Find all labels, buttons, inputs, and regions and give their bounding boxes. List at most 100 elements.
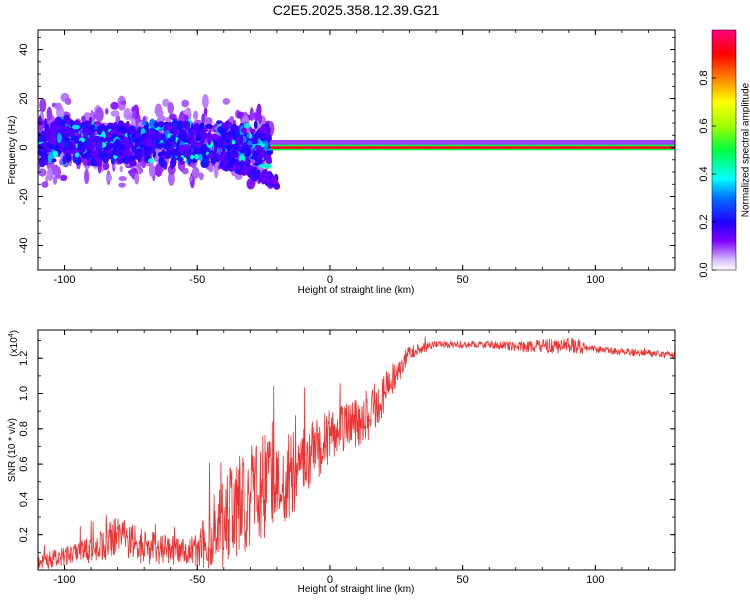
spectrogram-cell <box>38 168 47 177</box>
chart-title: C2E5.2025.358.12.39.G21 <box>273 2 440 18</box>
spectrogram-cell <box>83 140 87 147</box>
spectrogram-cell <box>213 141 219 148</box>
spectrogram-cell <box>105 174 112 182</box>
spectrogram-cell <box>115 152 123 157</box>
colorbar: 0.0 0.2 0.4 0.6 0.8 Normalized spectral ampl… <box>698 29 750 278</box>
spectrogram-cell <box>142 120 147 126</box>
spectrogram-cell <box>257 169 261 174</box>
spectrogram-cell <box>55 116 62 124</box>
spectrogram-cell <box>170 159 177 168</box>
spectrogram-cell <box>157 133 161 140</box>
spectrogram-cell <box>86 158 92 167</box>
spectrogram-cell <box>64 117 72 122</box>
spectrogram-cell <box>86 139 90 145</box>
spectrogram-cell <box>64 97 72 105</box>
spectrogram-cell <box>48 153 52 164</box>
spectrogram-cell <box>127 128 131 139</box>
spectrogram-cell <box>192 146 200 151</box>
spectrogram-cell <box>94 107 104 122</box>
spectrogram-cell <box>110 134 116 139</box>
snr-ytick-label: 1.2 <box>18 351 30 366</box>
spectrogram-cell <box>193 110 199 121</box>
spectrogram-cell <box>86 128 93 136</box>
snr-y-label: SNR (10 * v/v) <box>7 418 18 482</box>
spectrogram-cell <box>141 137 148 146</box>
spectrogram-ytick-label: -20 <box>18 189 30 205</box>
spectrogram-cell <box>237 138 243 145</box>
spectrogram-cell <box>207 134 212 146</box>
spectrogram-cell <box>201 113 205 124</box>
spectrogram-cell <box>194 153 200 160</box>
spectrogram-cell <box>109 143 115 148</box>
snr-xtick-label: 100 <box>586 574 604 586</box>
spectrogram-cell <box>152 149 157 159</box>
spectrogram-cell <box>236 111 245 119</box>
spectrogram-x-label: Height of straight line (km) <box>298 285 415 296</box>
spectrogram-cell <box>38 135 44 142</box>
spectrogram-cell <box>119 165 123 173</box>
spectrogram-cell <box>92 149 100 160</box>
spectrogram-cell <box>221 127 226 139</box>
spectrogram-panel: -100 -50 0 50 100 -40 -20 0 20 40 Height of strai… <box>7 29 676 296</box>
spectrogram-cell <box>38 115 42 126</box>
snr-x-label: Height of straight line (km) <box>298 584 415 595</box>
spectrogram-cell <box>250 139 258 145</box>
spectrogram-cell <box>231 140 236 145</box>
spectrogram-cell <box>89 157 96 167</box>
spectrogram-cell <box>68 141 74 152</box>
spectrogram-cell <box>51 134 57 146</box>
spectrogram-cell <box>225 121 232 126</box>
spectrogram-cell <box>125 143 131 152</box>
spectrogram-cell <box>201 128 208 133</box>
spectrogram-ytick-label: 0 <box>18 144 30 150</box>
spectrogram-cell <box>157 121 165 128</box>
spectrogram-xtick-label: 100 <box>586 274 604 286</box>
spectrogram-cell <box>120 100 127 105</box>
spectrogram-cell <box>184 120 191 130</box>
spectrogram-cell <box>180 129 187 135</box>
colorbar-ticks: 0.0 0.2 0.4 0.6 0.8 <box>698 70 716 278</box>
spectrogram-cell <box>117 132 123 136</box>
spectrogram-cell <box>199 147 207 155</box>
spectrogram-cell <box>45 127 51 138</box>
spectrogram-cell <box>237 164 241 171</box>
spectrogram-cell <box>253 120 258 130</box>
spectrogram-cell <box>243 165 249 171</box>
spectrogram-cell <box>182 109 192 115</box>
spectrogram-cell <box>273 183 278 189</box>
spectrogram-cell <box>131 145 137 152</box>
spectrogram-cell <box>216 120 223 124</box>
snr-ytick-label: 0.4 <box>18 492 30 507</box>
snr-y-scale-exp: 4 <box>8 333 15 337</box>
spectrogram-cell <box>222 97 231 105</box>
spectrogram-cell <box>223 164 229 170</box>
spectrogram-cell <box>226 157 232 163</box>
spectrogram-cell <box>105 149 113 155</box>
spectrogram-cell <box>182 138 191 143</box>
spectrogram-cell <box>98 152 106 160</box>
spectrogram-cell <box>163 121 170 126</box>
spectrogram-cell <box>198 153 203 161</box>
snr-y-scale-close: ) <box>9 330 20 333</box>
snr-ticks: -100 -50 0 50 100 0.2 0.4 0.6 0.8 1.0 1.2 <box>18 330 676 586</box>
spectrogram-cell <box>110 101 119 110</box>
spectrogram-cell <box>235 145 240 151</box>
spectrogram-cell <box>134 173 140 185</box>
spectrogram-cell <box>105 108 109 115</box>
snr-series-line <box>38 336 675 570</box>
snr-panel: -100 -50 0 50 100 0.2 0.4 0.6 0.8 1.0 1.2 Height o… <box>7 329 676 595</box>
spectrogram-cell <box>209 133 218 140</box>
spectrogram-cell <box>225 145 232 151</box>
spectrogram-xtick-label: 50 <box>457 274 469 286</box>
spectrogram-cell <box>207 152 215 159</box>
spectrogram-cell <box>147 158 155 164</box>
spectrogram-cell <box>263 162 272 170</box>
spectrogram-cell <box>187 128 192 135</box>
spectrogram-cell <box>251 175 258 182</box>
spectrogram-y-label: Frequency (Hz) <box>7 116 18 185</box>
spectrogram-cell <box>119 125 127 135</box>
spectrogram-cell <box>74 152 80 158</box>
spectrogram-cell <box>66 119 70 126</box>
spectrogram-cell <box>233 163 237 172</box>
snr-ytick-label: 0.2 <box>18 527 30 542</box>
